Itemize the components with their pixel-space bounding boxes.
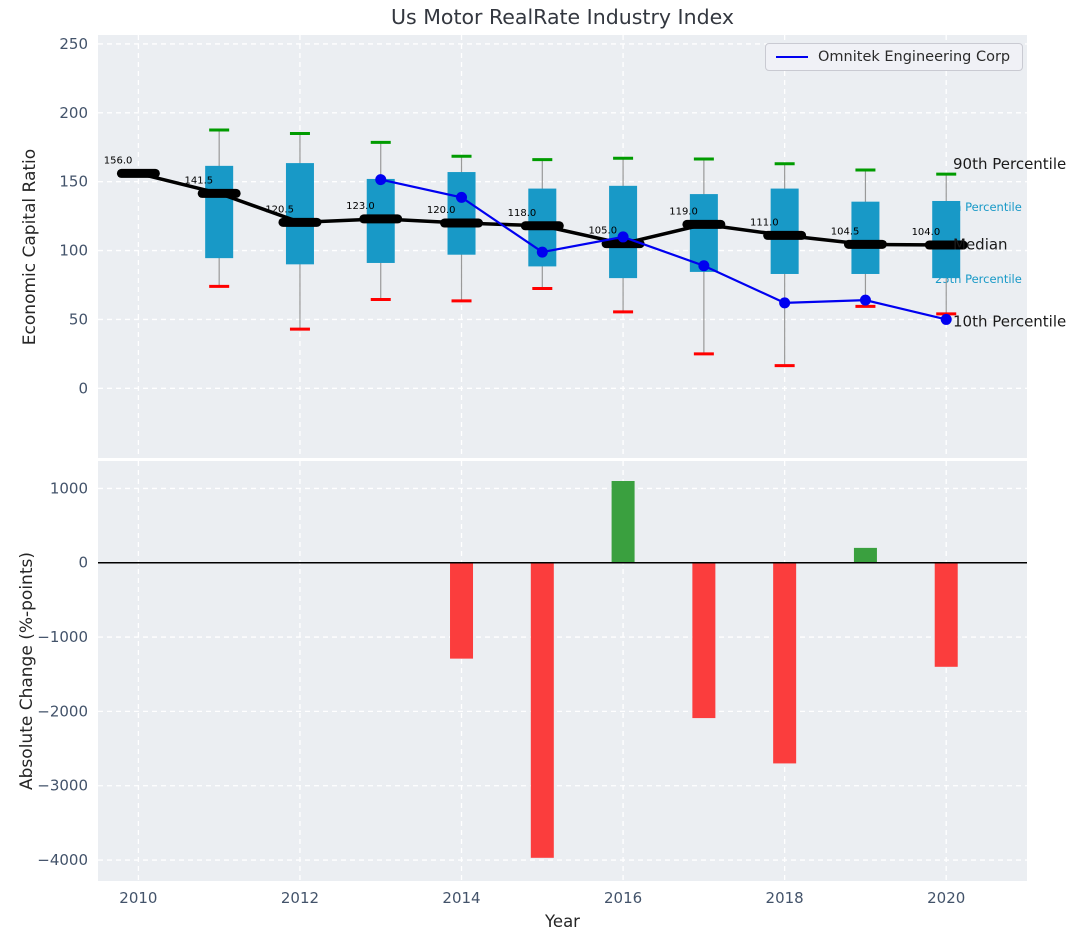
company-line bbox=[380, 178, 947, 321]
bottom-plot-area bbox=[98, 461, 1027, 881]
ytick-label-bottom--1000: −1000 bbox=[37, 628, 88, 646]
change-bar-2020 bbox=[934, 562, 958, 667]
legend: Omnitek Engineering Corp bbox=[765, 43, 1024, 71]
xtick-label-2012: 2012 bbox=[281, 889, 319, 907]
company-point-2018 bbox=[779, 297, 791, 309]
median-value-label-2013: 123.0 bbox=[346, 201, 375, 212]
company-point-2016 bbox=[617, 231, 629, 243]
y-axis-label-top: Economic Capital Ratio bbox=[20, 148, 40, 346]
xtick-label-2018: 2018 bbox=[766, 889, 804, 907]
right-label-median: Median bbox=[953, 236, 1008, 254]
xtick-label-2014: 2014 bbox=[442, 889, 480, 907]
xtick-label-2010: 2010 bbox=[119, 889, 157, 907]
chart-title: Us Motor RealRate Industry Index bbox=[391, 5, 734, 29]
legend-label: Omnitek Engineering Corp bbox=[818, 49, 1011, 65]
top-plot-area bbox=[98, 35, 1027, 458]
median-value-label-2019: 104.5 bbox=[831, 226, 860, 237]
ytick-label-top-50: 50 bbox=[69, 310, 88, 328]
median-value-label-2018: 111.0 bbox=[750, 217, 779, 228]
ytick-label-top-100: 100 bbox=[59, 242, 88, 260]
x-axis-label: Year bbox=[545, 912, 580, 931]
company-point-2013 bbox=[375, 174, 387, 186]
percentile-box-2017 bbox=[689, 194, 718, 272]
percentile-box-2020 bbox=[932, 200, 961, 279]
ytick-label-bottom--2000: −2000 bbox=[37, 702, 88, 720]
company-point-2019 bbox=[859, 294, 871, 306]
percentile-box-2012 bbox=[285, 163, 314, 265]
ytick-label-top-0: 0 bbox=[78, 379, 88, 397]
right-label-90th-percentile: 90th Percentile bbox=[953, 155, 1066, 173]
median-value-label-2016: 105.0 bbox=[588, 226, 617, 237]
company-point-2017 bbox=[698, 260, 710, 272]
percentile-box-2019 bbox=[851, 201, 880, 274]
change-bar-2014 bbox=[450, 562, 474, 659]
ytick-label-bottom-1000: 1000 bbox=[50, 479, 88, 497]
ytick-label-top-250: 250 bbox=[59, 35, 88, 53]
median-value-label-2015: 118.0 bbox=[508, 208, 537, 219]
company-point-2020 bbox=[940, 313, 952, 325]
xtick-label-2020: 2020 bbox=[927, 889, 965, 907]
median-value-label-2020: 104.0 bbox=[912, 227, 941, 238]
y-axis-label-bottom: Absolute Change (%-points) bbox=[17, 552, 37, 790]
ytick-label-top-150: 150 bbox=[59, 173, 88, 191]
ytick-label-top-200: 200 bbox=[59, 104, 88, 122]
ytick-label-bottom-0: 0 bbox=[78, 554, 88, 572]
ytick-label-bottom--4000: −4000 bbox=[37, 851, 88, 869]
median-value-label-2014: 120.0 bbox=[427, 205, 456, 216]
median-value-label-2017: 119.0 bbox=[669, 206, 698, 217]
ytick-label-bottom--3000: −3000 bbox=[37, 777, 88, 795]
change-bar-2017 bbox=[692, 562, 716, 719]
change-bar-2019 bbox=[853, 547, 877, 563]
median-value-label-2011: 141.5 bbox=[185, 175, 214, 186]
legend-line-sample bbox=[776, 56, 808, 58]
change-bar-2018 bbox=[773, 562, 797, 764]
xtick-label-2016: 2016 bbox=[604, 889, 642, 907]
company-point-2015 bbox=[536, 246, 548, 258]
company-point-2014 bbox=[456, 191, 468, 203]
percentile-box-2011 bbox=[205, 165, 234, 259]
median-value-label-2010: 156.0 bbox=[104, 155, 133, 166]
right-label-10th-percentile: 10th Percentile bbox=[953, 312, 1066, 330]
change-bar-2015 bbox=[530, 562, 554, 858]
percentile-box-2014 bbox=[447, 172, 476, 255]
change-bar-2016 bbox=[611, 480, 635, 563]
median-value-label-2012: 120.5 bbox=[265, 204, 294, 215]
